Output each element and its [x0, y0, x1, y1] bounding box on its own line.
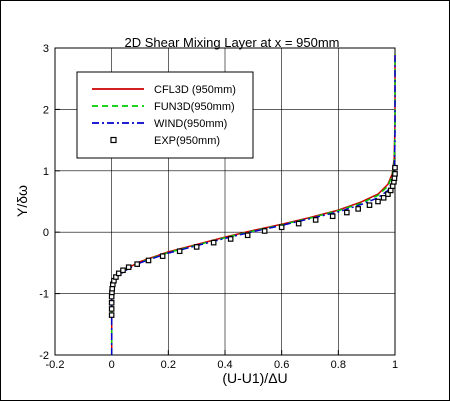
exp-data-point: [108, 300, 115, 306]
legend-label: EXP(950mm): [154, 135, 220, 147]
exp-data-point: [344, 209, 350, 216]
y-tick-label: -2: [39, 350, 49, 362]
exp-data-point: [261, 228, 268, 234]
series-exp-markers: [108, 164, 398, 318]
exp-data-point: [145, 257, 152, 264]
y-tick-label: -1: [39, 289, 49, 301]
legend: CFL3D (950mm) FUN3D(950mm) WIND(950mm) EXP(…: [76, 71, 254, 159]
exp-data-point: [355, 206, 361, 212]
exp-data-point: [108, 306, 115, 312]
exp-data-point: [295, 220, 302, 227]
x-tick-label: -0.2: [46, 359, 65, 371]
exp-data-point: [193, 244, 200, 250]
y-tick-labels: -2 -1 0 1 2 3: [39, 43, 49, 362]
legend-item: WIND(950mm): [92, 118, 227, 130]
x-tick-label: 0.4: [217, 359, 232, 371]
exp-data-point: [278, 224, 285, 231]
legend-item: EXP(950mm): [110, 135, 220, 147]
y-tick-label: 0: [43, 227, 49, 239]
y-tick-label: 2: [43, 104, 49, 116]
exp-data-point: [120, 267, 126, 274]
x-tick-label: 0.6: [274, 359, 289, 371]
exp-data-point: [312, 217, 319, 223]
legend-label: FUN3D(950mm): [154, 101, 235, 113]
exp-data-point: [113, 274, 119, 280]
y-tick-label: 3: [43, 43, 49, 55]
exp-data-point: [210, 239, 217, 246]
y-tick-label: 1: [43, 166, 49, 178]
exp-data-point: [366, 202, 373, 208]
x-tick-label: 0.2: [161, 359, 176, 371]
legend-marker: [110, 136, 117, 144]
exp-data-point: [380, 195, 387, 201]
y-axis-title: Y/δω: [14, 185, 30, 217]
series-layer: [108, 54, 398, 355]
exp-data-point: [176, 248, 183, 255]
x-tick-label: 0: [109, 359, 115, 371]
chart-title: 2D Shear Mixing Layer at x = 950mm: [125, 35, 340, 50]
exp-data-point: [244, 232, 251, 239]
exp-data-point: [392, 171, 398, 177]
exp-data-point: [392, 164, 398, 171]
legend-item: FUN3D(950mm): [92, 101, 235, 113]
exp-data-point: [125, 264, 132, 270]
legend-label: WIND(950mm): [154, 118, 227, 130]
exp-data-point: [375, 198, 381, 205]
x-tick-label: 0.8: [331, 359, 346, 371]
exp-data-point: [227, 236, 234, 242]
exp-data-point: [159, 253, 166, 259]
exp-data-point: [385, 191, 391, 197]
x-axis-title: (U-U1)/ΔU: [222, 370, 287, 386]
legend-label: CFL3D (950mm): [154, 84, 236, 96]
exp-data-point: [329, 213, 336, 220]
exp-data-point: [134, 261, 140, 267]
legend-box: [76, 71, 254, 159]
x-tick-labels: -0.2 0 0.2 0.4 0.6 0.8 1: [46, 359, 399, 371]
exp-data-point: [108, 312, 115, 318]
x-tick-label: 1: [392, 359, 398, 371]
exp-data-point: [115, 270, 122, 277]
legend-item: CFL3D (950mm): [92, 84, 236, 96]
